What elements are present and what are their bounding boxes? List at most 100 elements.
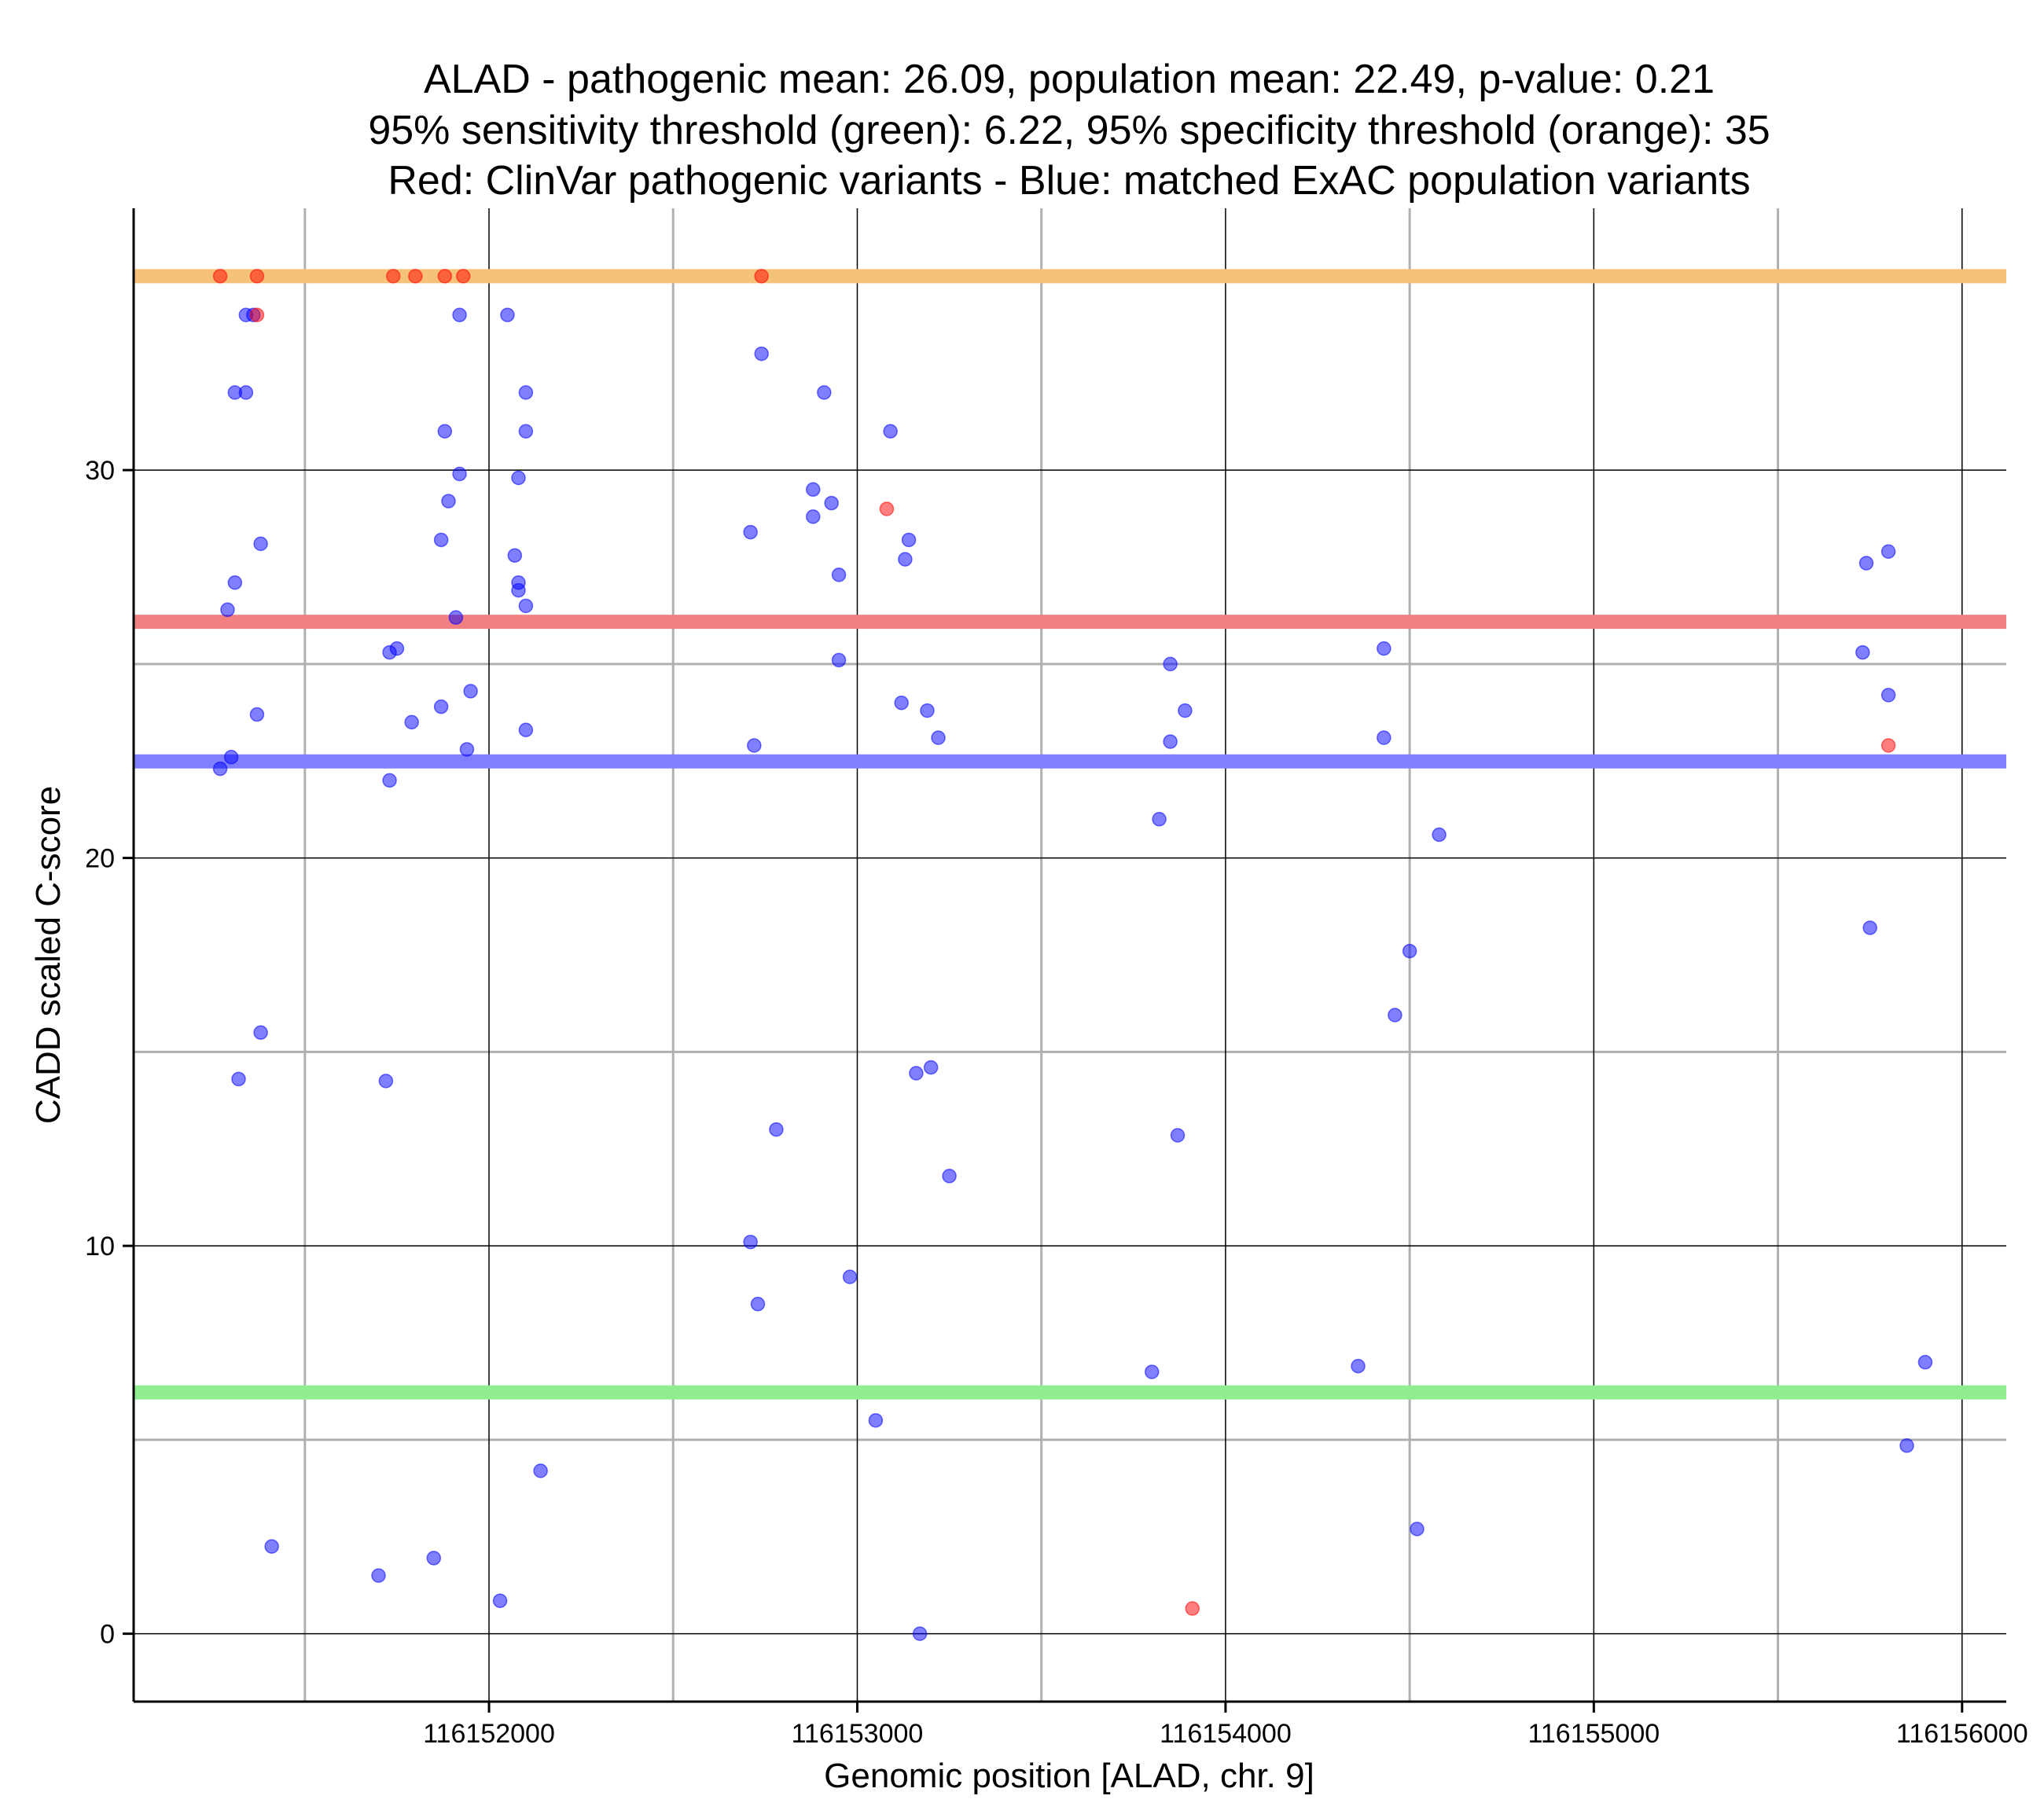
population-point-15 <box>441 494 456 509</box>
population-point-18 <box>743 524 758 540</box>
population-point-54 <box>212 761 228 777</box>
population-point-22 <box>1880 544 1896 560</box>
population-point-44 <box>1178 703 1193 718</box>
population-point-68 <box>942 1169 957 1184</box>
y-axis-ticks: 0 10 20 30 <box>85 456 134 1650</box>
pathogenic-point-6 <box>754 269 769 284</box>
title-line-2: 95% sensitivity threshold (green): 6.22,… <box>368 108 1770 153</box>
population-point-30 <box>518 598 534 614</box>
population-point-3 <box>500 307 515 322</box>
population-point-34 <box>382 644 397 660</box>
x-tick-label-4: 116156000 <box>1896 1719 2028 1749</box>
population-point-8 <box>817 385 832 400</box>
population-point-38 <box>1163 656 1178 672</box>
population-point-57 <box>1432 827 1447 843</box>
pathogenic-point-3 <box>408 269 423 284</box>
population-point-62 <box>923 1059 939 1075</box>
population-point-80 <box>426 1551 442 1566</box>
data-points <box>212 269 1933 1641</box>
population-point-9 <box>437 424 453 439</box>
pathogenic-point-9 <box>1185 1601 1200 1616</box>
population-point-29 <box>511 582 526 598</box>
population-point-58 <box>1862 920 1877 935</box>
population-point-39 <box>463 684 478 699</box>
population-point-64 <box>231 1071 246 1087</box>
population-point-10 <box>518 424 534 439</box>
population-point-48 <box>931 730 946 745</box>
population-point-46 <box>404 714 419 730</box>
population-point-70 <box>842 1269 858 1284</box>
population-point-31 <box>220 602 235 618</box>
population-point-12 <box>452 466 467 482</box>
population-point-11 <box>883 424 898 439</box>
population-point-17 <box>806 509 821 524</box>
population-point-35 <box>1377 641 1391 656</box>
population-point-14 <box>806 482 821 498</box>
population-point-67 <box>1170 1128 1186 1143</box>
population-point-47 <box>518 722 534 738</box>
population-point-36 <box>1855 644 1870 660</box>
population-point-13 <box>511 470 526 486</box>
population-point-77 <box>533 1463 548 1478</box>
y-tick-label-2: 20 <box>85 844 115 874</box>
population-point-53 <box>223 750 239 765</box>
x-tick-label-3: 116155000 <box>1528 1719 1660 1749</box>
population-point-6 <box>238 385 254 400</box>
population-point-19 <box>433 532 449 548</box>
y-tick-label-0: 0 <box>100 1620 115 1650</box>
x-tick-label-2: 116154000 <box>1160 1719 1292 1749</box>
x-tick-label-0: 116152000 <box>423 1719 555 1749</box>
minor-gridlines <box>134 208 2006 1702</box>
axes <box>132 208 2006 1703</box>
population-point-72 <box>1917 1354 1933 1370</box>
major-gridlines <box>134 208 2006 1702</box>
population-point-63 <box>909 1066 924 1081</box>
x-axis-label: Genomic position [ALAD, chr. 9] <box>824 1757 1314 1795</box>
population-point-51 <box>747 738 762 753</box>
population-point-71 <box>750 1296 766 1312</box>
population-point-27 <box>227 575 243 590</box>
population-point-61 <box>253 1025 268 1040</box>
population-point-75 <box>868 1412 884 1428</box>
population-point-45 <box>249 707 265 722</box>
population-point-79 <box>264 1539 279 1554</box>
population-point-23 <box>507 548 523 563</box>
population-point-73 <box>1351 1358 1366 1374</box>
x-tick-label-1: 116153000 <box>792 1719 924 1749</box>
population-point-66 <box>769 1122 784 1137</box>
population-point-24 <box>898 552 913 567</box>
population-point-74 <box>1144 1364 1160 1379</box>
population-point-56 <box>1152 812 1167 827</box>
pathogenic-point-5 <box>456 269 471 284</box>
pathogenic-point-0 <box>212 269 228 284</box>
y-tick-label-3: 30 <box>85 456 115 486</box>
population-point-41 <box>894 695 909 711</box>
population-point-40 <box>1880 688 1896 703</box>
title-line-3: Red: ClinVar pathogenic variants - Blue:… <box>388 158 1750 204</box>
pathogenic-point-10 <box>1880 738 1896 753</box>
population-point-69 <box>743 1234 758 1250</box>
y-axis-label: CADD scaled C-score <box>29 786 68 1124</box>
population-point-76 <box>1899 1438 1914 1453</box>
x-axis-ticks: 116152000 116153000 116154000 116155000 1161… <box>423 1702 2028 1749</box>
population-point-82 <box>492 1593 508 1608</box>
population-point-65 <box>378 1074 394 1089</box>
title-line-1: ALAD - pathogenic mean: 26.09, populatio… <box>424 57 1715 102</box>
population-point-52 <box>459 742 475 757</box>
chart-title: ALAD - pathogenic mean: 26.09, populatio… <box>368 57 1770 204</box>
population-point-60 <box>1388 1008 1402 1023</box>
pathogenic-point-4 <box>437 269 453 284</box>
population-point-21 <box>253 536 268 552</box>
population-point-37 <box>831 652 847 668</box>
population-point-83 <box>912 1626 928 1641</box>
pathogenic-point-8 <box>879 501 895 516</box>
population-point-59 <box>1402 943 1417 959</box>
population-point-49 <box>1377 730 1391 745</box>
population-point-26 <box>831 567 847 582</box>
pathogenic-point-1 <box>249 269 265 284</box>
population-point-7 <box>518 385 534 400</box>
population-point-43 <box>920 703 935 718</box>
pathogenic-point-2 <box>385 269 401 284</box>
population-point-2 <box>452 307 467 322</box>
